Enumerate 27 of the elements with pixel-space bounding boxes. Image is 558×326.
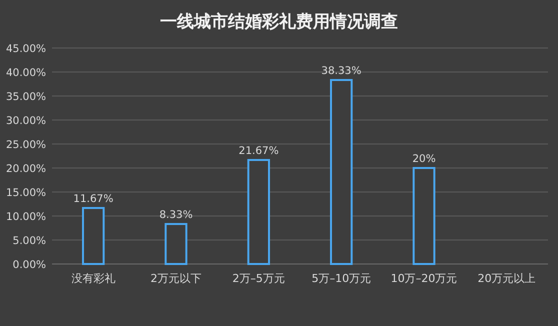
y-tick-label: 25.00% <box>6 139 46 151</box>
y-tick-label: 10.00% <box>6 211 46 223</box>
x-tick-label: 2万–5万元 <box>232 272 285 285</box>
y-tick-label: 40.00% <box>6 67 46 79</box>
bar <box>247 158 270 265</box>
x-tick-label: 5万–10万元 <box>312 272 372 285</box>
chart-title: 一线城市结婚彩礼费用情况调查 <box>160 12 398 32</box>
y-tick-label: 15.00% <box>6 187 46 199</box>
y-tick-label: 35.00% <box>6 91 46 103</box>
x-tick-label: 20万元以上 <box>478 272 536 285</box>
y-tick-label: 20.00% <box>6 163 46 175</box>
data-label: 11.67% <box>73 192 114 205</box>
y-tick-label: 30.00% <box>6 115 46 127</box>
data-label: 21.67% <box>238 144 279 157</box>
bar <box>164 223 188 265</box>
data-label: 20% <box>412 153 436 165</box>
x-tick-label: 10万–20万元 <box>390 272 458 285</box>
data-label: 38.33% <box>321 65 362 78</box>
y-tick-label: 5.00% <box>12 235 46 247</box>
x-tick-label: 2万元以下 <box>150 272 202 285</box>
y-tick-label: 0.00% <box>12 259 46 271</box>
bar <box>82 206 105 265</box>
bar <box>330 79 353 265</box>
bar <box>412 167 436 265</box>
y-tick-label: 45.00% <box>6 43 46 55</box>
data-label: 8.33% <box>159 209 193 222</box>
x-tick-label: 没有彩礼 <box>71 272 116 285</box>
